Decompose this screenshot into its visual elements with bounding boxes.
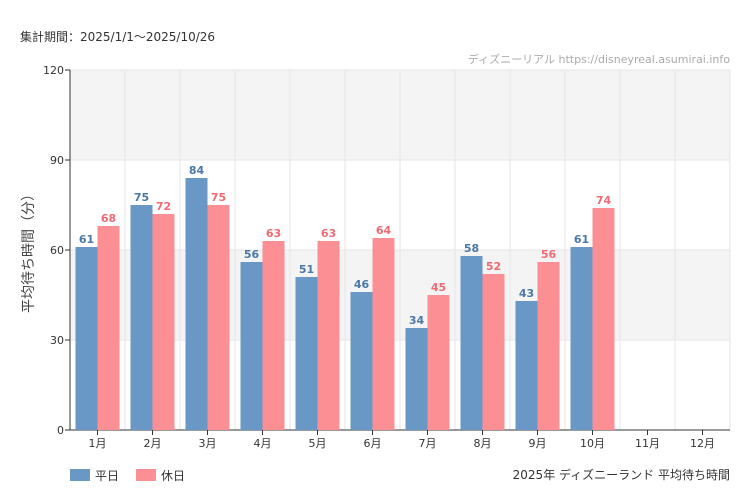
data-label-weekday: 34 [409, 314, 425, 327]
data-label-weekday: 51 [299, 263, 314, 276]
bar-holiday [97, 226, 120, 430]
bar-holiday [152, 214, 175, 430]
bar-weekday [240, 262, 263, 430]
x-tick-label: 11月 [635, 437, 660, 450]
data-label-weekday: 56 [244, 248, 260, 261]
bar-holiday [537, 262, 560, 430]
legend-swatch-weekday [70, 469, 90, 481]
bar-holiday [262, 241, 285, 430]
bar-weekday [295, 277, 318, 430]
y-tick-label: 0 [57, 424, 64, 437]
bar-holiday [427, 295, 450, 430]
legend-swatch-holiday [136, 469, 156, 481]
y-tick-label: 30 [50, 334, 64, 347]
y-axis-label: 平均待ち時間（分） [21, 187, 37, 313]
bar-holiday [592, 208, 615, 430]
data-label-holiday: 56 [541, 248, 557, 261]
x-tick-label: 8月 [474, 437, 492, 450]
x-tick-label: 7月 [419, 437, 437, 450]
bar-holiday [317, 241, 340, 430]
data-label-holiday: 52 [486, 260, 501, 273]
footer-caption: 2025年 ディズニーランド 平均待ち時間 [513, 467, 730, 482]
bar-weekday [515, 301, 538, 430]
data-label-holiday: 74 [596, 194, 612, 207]
data-label-weekday: 43 [519, 287, 534, 300]
bar-holiday [482, 274, 505, 430]
legend-label-holiday: 休日 [161, 469, 185, 483]
x-tick-label: 4月 [254, 437, 272, 450]
x-tick-label: 2月 [144, 437, 162, 450]
data-label-weekday: 75 [134, 191, 149, 204]
bar-holiday [207, 205, 230, 430]
data-label-holiday: 68 [101, 212, 116, 225]
x-tick-label: 5月 [309, 437, 327, 450]
data-label-holiday: 45 [431, 281, 446, 294]
legend: 平日 休日 [70, 469, 185, 483]
x-tick-label: 3月 [199, 437, 217, 450]
bar-weekday [570, 247, 593, 430]
data-label-weekday: 84 [189, 164, 205, 177]
data-label-weekday: 61 [574, 233, 589, 246]
data-label-holiday: 64 [376, 224, 392, 237]
bar-weekday [405, 328, 428, 430]
y-tick-label: 90 [50, 154, 64, 167]
bar-weekday [130, 205, 153, 430]
data-label-holiday: 75 [211, 191, 226, 204]
plot-area: 0 30 60 90 120 1月 61 68 2月 75 72 3月 84 75 4月 56 63 5月 51 63… [43, 64, 731, 450]
y-tick-label: 120 [43, 64, 64, 77]
bar-weekday [350, 292, 373, 430]
bar-holiday [372, 238, 395, 430]
data-label-holiday: 63 [266, 227, 281, 240]
x-tick-label: 10月 [580, 437, 605, 450]
legend-label-weekday: 平日 [95, 469, 119, 483]
y-tick-label: 60 [50, 244, 64, 257]
source-label: ディズニーリアル https://disneyreal.asumirai.inf… [468, 52, 730, 66]
data-label-weekday: 58 [464, 242, 479, 255]
data-label-weekday: 61 [79, 233, 94, 246]
bar-weekday [460, 256, 483, 430]
x-tick-label: 9月 [529, 437, 547, 450]
x-tick-label: 1月 [89, 437, 107, 450]
period-label: 集計期間：2025/1/1～2025/10/26 [20, 29, 215, 44]
data-label-weekday: 46 [354, 278, 370, 291]
x-tick-label: 12月 [690, 437, 715, 450]
bar-weekday [75, 247, 98, 430]
data-label-holiday: 72 [156, 200, 171, 213]
bar-weekday [185, 178, 208, 430]
data-label-holiday: 63 [321, 227, 336, 240]
x-tick-label: 6月 [364, 437, 382, 450]
